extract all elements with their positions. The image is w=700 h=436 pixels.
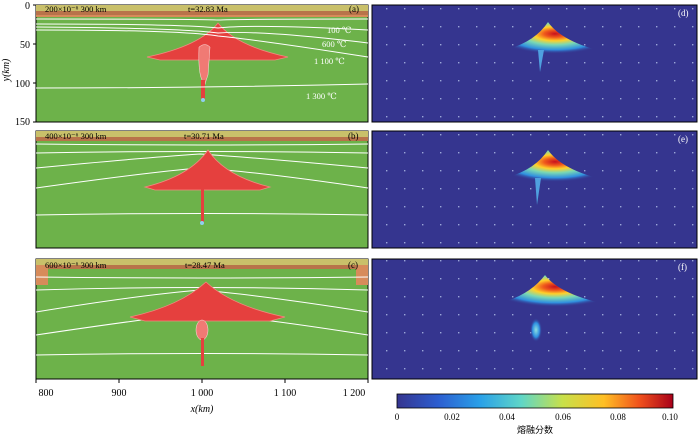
panel-b-header: 400×10⁻⁶ 300 km: [45, 131, 107, 141]
panel-b-letter: (b): [348, 131, 359, 141]
colorbar-tick-008: 0.08: [610, 412, 626, 422]
isotherm-1100-label: 1 100 ℃: [314, 56, 345, 66]
x-tick-1000: 1 000: [191, 388, 214, 399]
y-tick-150: 150: [15, 117, 30, 128]
x-tick-1200: 1 200: [343, 388, 366, 399]
panel-c: 600×10⁻⁶ 300 km t=28.47 Ma (c): [35, 258, 369, 380]
x-tick-800: 800: [39, 388, 54, 399]
x-tick-900: 900: [112, 388, 127, 399]
y-axis: 0 50 100 150 y(km): [1, 1, 36, 128]
panel-d: (d): [371, 4, 698, 123]
panel-f-letter: (f): [678, 262, 687, 272]
y-tick-0: 0: [25, 1, 30, 12]
panel-b-time: t=30.71 Ma: [184, 131, 224, 141]
panel-c-letter: (c): [348, 260, 358, 270]
isotherm-1300-label: 1 300 ℃: [306, 91, 337, 101]
y-tick-100: 100: [15, 79, 30, 90]
panel-c-time: t=28.47 Ma: [185, 260, 225, 270]
isotherm-600-label: 600 ℃: [322, 39, 346, 49]
panel-f: (f): [371, 258, 698, 380]
panel-a-time: t=32.83 Ma: [188, 4, 228, 14]
x-axis: 800 900 1 000 1 100 1 200 x(km): [35, 379, 369, 415]
colorbar-tick-0: 0: [395, 412, 400, 422]
colorbar-tick-002: 0.02: [444, 412, 460, 422]
panel-a-header: 200×10⁻⁶ 300 km: [45, 4, 107, 14]
panel-a: 200×10⁻⁶ 300 km t=32.83 Ma (a) 100 ℃ 600…: [35, 4, 369, 123]
colorbar-label: 熔融分数: [517, 424, 553, 435]
colorbar-tick-004: 0.04: [499, 412, 515, 422]
panel-c-header: 600×10⁻⁶ 300 km: [45, 260, 107, 270]
y-axis-label: y(km): [1, 58, 12, 82]
colorbar-tick-010: 0.10: [662, 412, 678, 422]
x-tick-1100: 1 100: [274, 388, 297, 399]
y-tick-50: 50: [20, 40, 30, 51]
isotherm-100-label: 100 ℃: [327, 25, 351, 35]
panel-e: (e): [371, 130, 698, 249]
x-axis-label: x(km): [190, 404, 214, 415]
panel-a-letter: (a): [349, 4, 359, 14]
panel-d-letter: (d): [678, 8, 689, 18]
colorbar: 0 0.02 0.04 0.06 0.08 0.10 熔融分数: [395, 393, 678, 435]
panel-b: 400×10⁻⁶ 300 km t=30.71 Ma (b): [35, 130, 369, 249]
colorbar-tick-006: 0.06: [555, 412, 571, 422]
panel-e-letter: (e): [678, 134, 688, 144]
